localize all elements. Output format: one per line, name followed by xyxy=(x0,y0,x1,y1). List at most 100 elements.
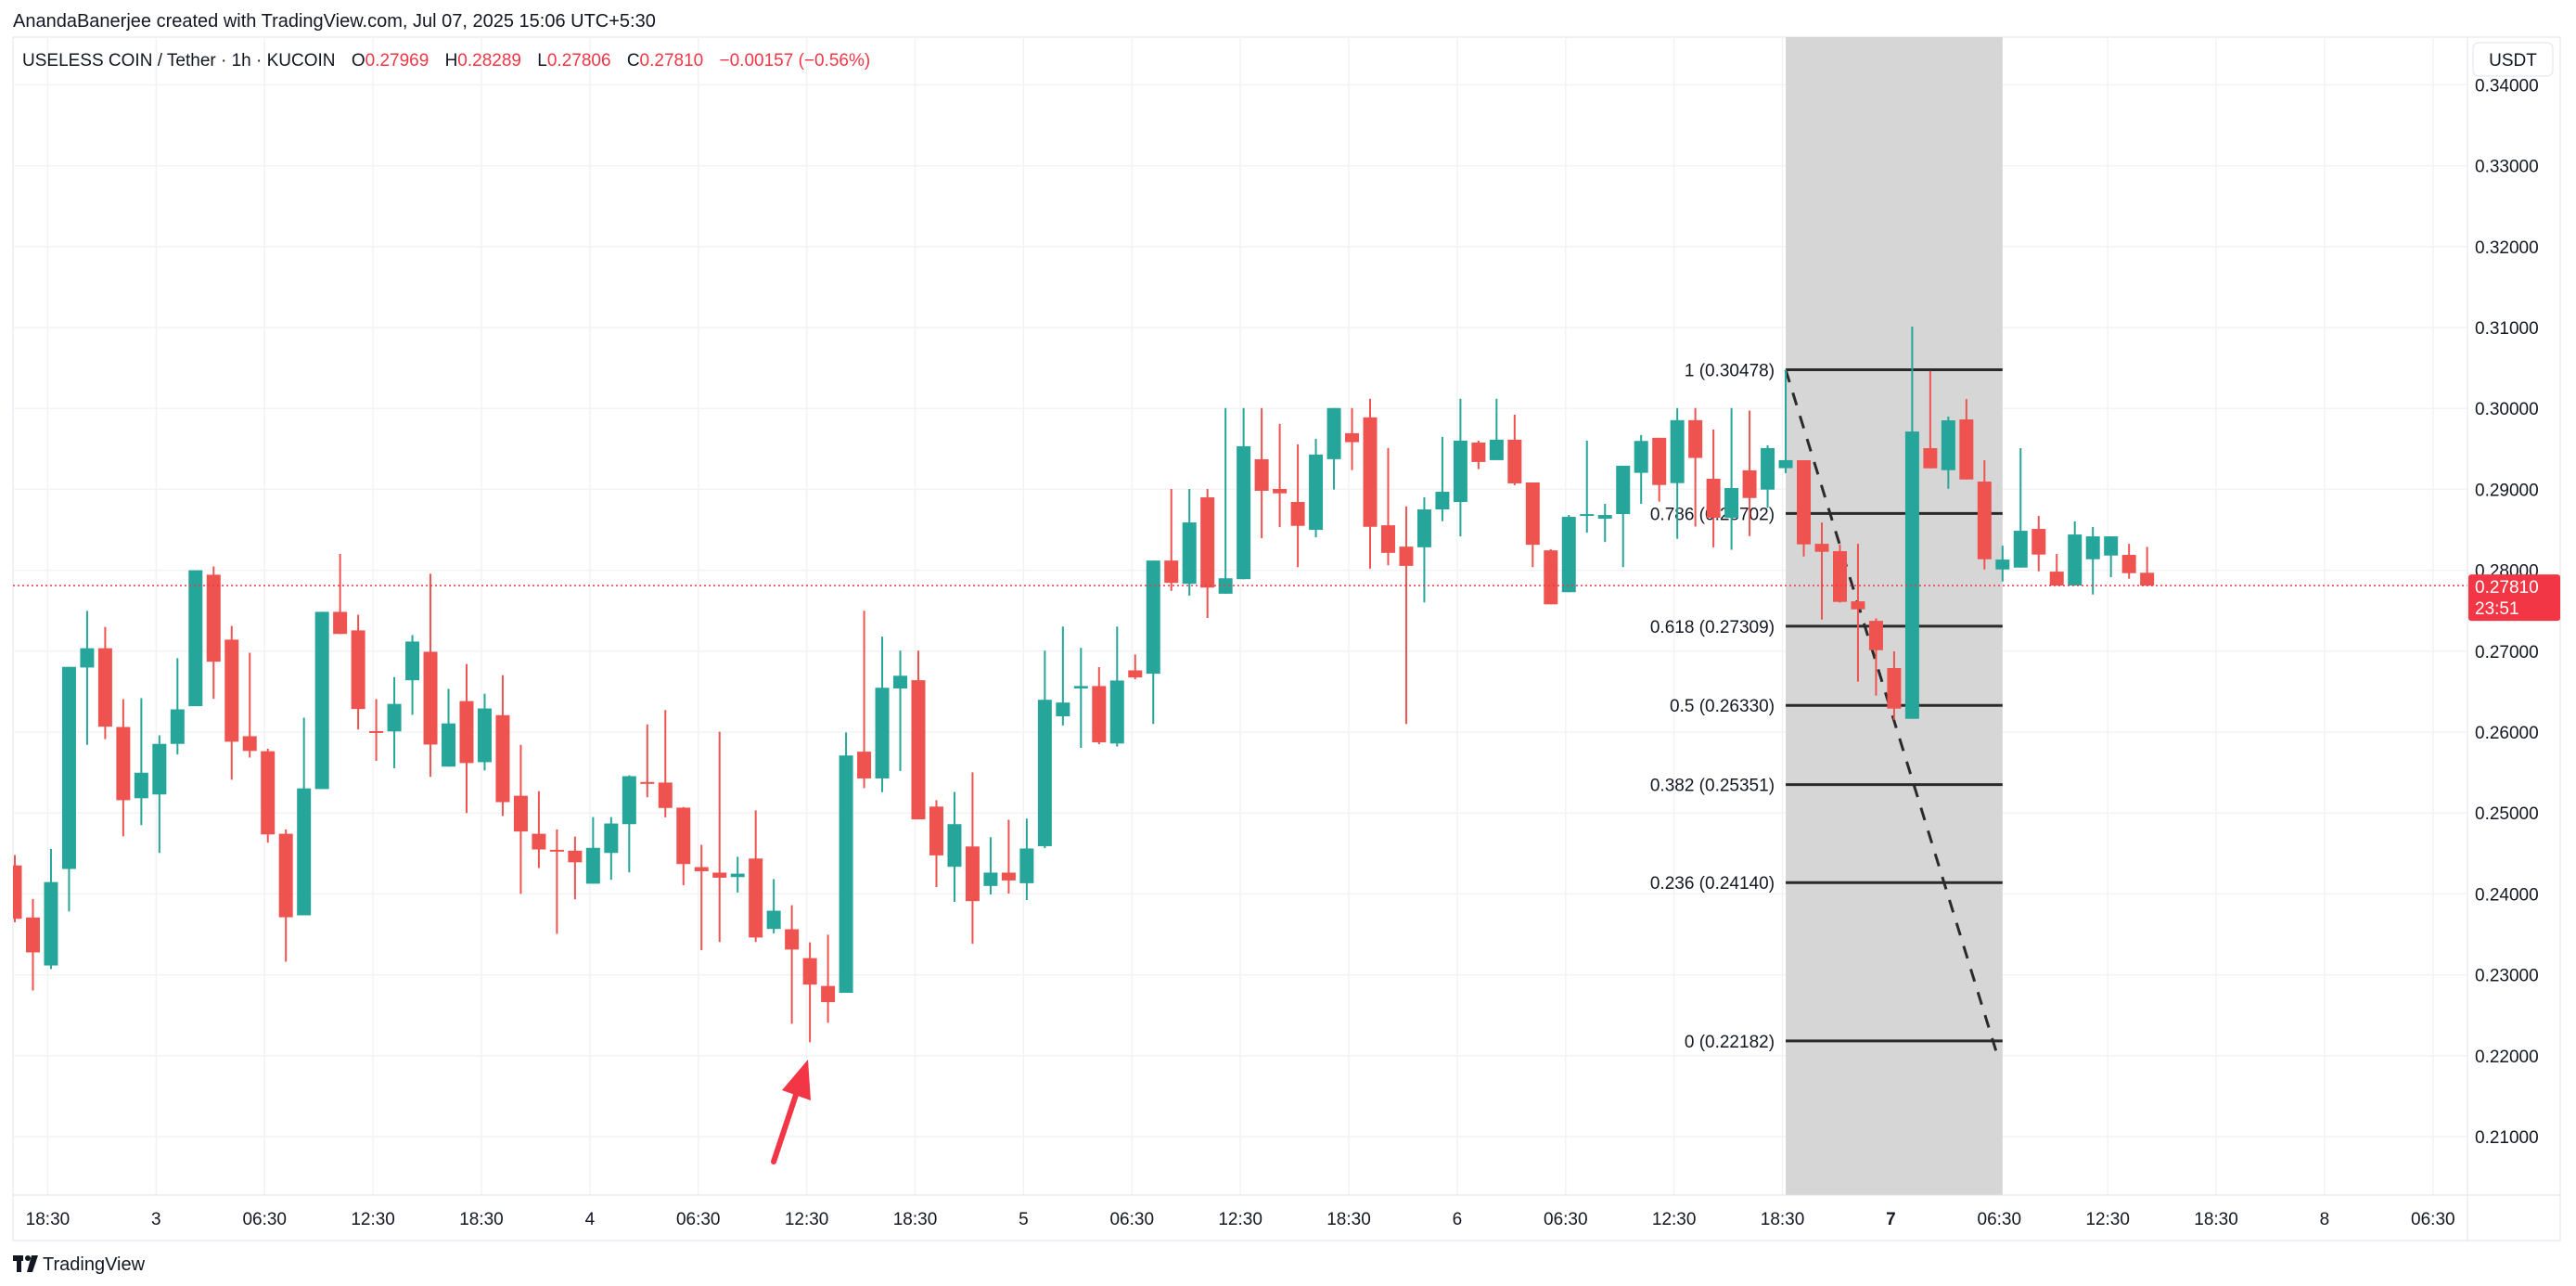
candle xyxy=(766,879,781,933)
candle-body xyxy=(730,873,745,878)
arrow-head-icon xyxy=(782,1060,811,1100)
candle-body xyxy=(477,708,492,763)
last-price-value: 0.27810 xyxy=(2475,578,2539,598)
candle-body xyxy=(1561,517,1576,593)
candle xyxy=(1580,440,1595,534)
symbol-legend[interactable]: USELESS COIN / Tether · 1h · KUCOIN O0.2… xyxy=(22,51,870,71)
candle-body xyxy=(1597,515,1612,520)
candle xyxy=(44,848,58,970)
time-tick-label: 18:30 xyxy=(1326,1210,1371,1229)
candle-body xyxy=(839,755,853,994)
arrow-shaft xyxy=(771,1092,799,1164)
low-label: L xyxy=(537,51,547,71)
candle xyxy=(25,898,40,991)
candle-body xyxy=(1345,432,1360,443)
candle xyxy=(2031,516,2046,572)
candle-body xyxy=(1218,578,1233,594)
candle xyxy=(1363,398,1378,569)
candle xyxy=(1742,410,1757,536)
candle-body xyxy=(13,865,22,919)
price-tick-label: 0.22000 xyxy=(2475,1048,2539,1067)
candle-body xyxy=(712,872,727,878)
candle xyxy=(1453,398,1467,537)
candle-body xyxy=(61,666,76,869)
candle-body xyxy=(549,849,564,852)
candle-body xyxy=(387,703,402,732)
candle-body xyxy=(2121,555,2136,573)
candle xyxy=(1435,436,1450,521)
candle-body xyxy=(152,743,167,795)
currency-button-bg xyxy=(2472,42,2554,77)
tradingview-branding[interactable]: TradingView xyxy=(13,1254,146,1275)
candle-body xyxy=(947,824,962,868)
candle-body xyxy=(1416,509,1431,547)
candle-body xyxy=(821,985,836,1003)
candle xyxy=(1959,399,1974,480)
candle-body xyxy=(785,929,800,950)
candle-body xyxy=(658,782,673,808)
candle xyxy=(423,573,438,778)
price-axis[interactable]: 0.34000 0.33000 0.32000 0.31000 0.30000 0.290… xyxy=(2475,76,2539,1148)
currency-button[interactable]: USDT xyxy=(2472,42,2554,77)
candle xyxy=(1056,626,1070,726)
candle-body xyxy=(1056,702,1070,716)
candle xyxy=(1706,429,1721,547)
candle xyxy=(97,626,112,739)
low-value: 0.27806 xyxy=(547,51,611,71)
time-tick-label: 18:30 xyxy=(459,1210,504,1229)
candle-body xyxy=(1941,420,1955,470)
candle xyxy=(2140,547,2155,586)
candle-body xyxy=(1164,560,1179,584)
high-label: H xyxy=(445,51,458,71)
candle xyxy=(116,699,131,837)
candle-body xyxy=(206,574,221,662)
price-tick-label: 0.21000 xyxy=(2475,1128,2539,1148)
red-arrow-annotation[interactable] xyxy=(771,1060,811,1164)
time-tick-label: 06:30 xyxy=(2411,1210,2455,1229)
time-tick-label: 8 xyxy=(2320,1210,2330,1229)
candle xyxy=(1561,515,1576,593)
candle-body xyxy=(1073,686,1088,688)
candle xyxy=(568,836,583,900)
candle-body xyxy=(1273,488,1288,494)
candle-body xyxy=(1182,522,1197,585)
time-tick-label: 3 xyxy=(151,1210,161,1229)
candle-body xyxy=(676,807,691,865)
time-tick-label: 7 xyxy=(1886,1210,1896,1229)
candle xyxy=(1507,414,1522,485)
candle xyxy=(188,570,203,707)
candle xyxy=(712,731,727,943)
candle xyxy=(1182,488,1197,596)
candle xyxy=(1995,546,2010,582)
candle xyxy=(1489,398,1504,460)
candle xyxy=(1380,447,1395,566)
open-label: O xyxy=(352,51,365,71)
candle-body xyxy=(1634,441,1648,473)
candle-body xyxy=(1200,497,1215,588)
candle xyxy=(1778,369,1793,473)
time-tick-label: 06:30 xyxy=(242,1210,287,1229)
candle-body xyxy=(224,639,239,742)
candle xyxy=(1290,444,1305,568)
candle xyxy=(640,724,655,798)
candle xyxy=(405,635,420,715)
candle xyxy=(1688,407,1703,527)
candle-body xyxy=(1507,439,1522,483)
candle-body xyxy=(1525,482,1540,546)
time-tick-label: 18:30 xyxy=(893,1210,938,1229)
candle xyxy=(261,748,276,843)
tradingview-wordmark: TradingView xyxy=(43,1254,146,1275)
candle-body xyxy=(1995,559,2010,570)
grid-lines xyxy=(13,37,2467,1195)
candle xyxy=(1616,465,1631,568)
price-tick-label: 0.29000 xyxy=(2475,481,2539,500)
candle xyxy=(1941,417,1955,489)
candle-body xyxy=(802,958,817,985)
candle-body xyxy=(1309,454,1324,531)
candle xyxy=(839,732,853,994)
candle-body xyxy=(314,611,329,790)
candle xyxy=(893,650,908,771)
candle-body xyxy=(369,730,384,733)
time-axis[interactable]: 18:30 3 06:30 12:30 18:30 4 06:30 12:30 18:30 5 06… xyxy=(26,1210,2455,1229)
